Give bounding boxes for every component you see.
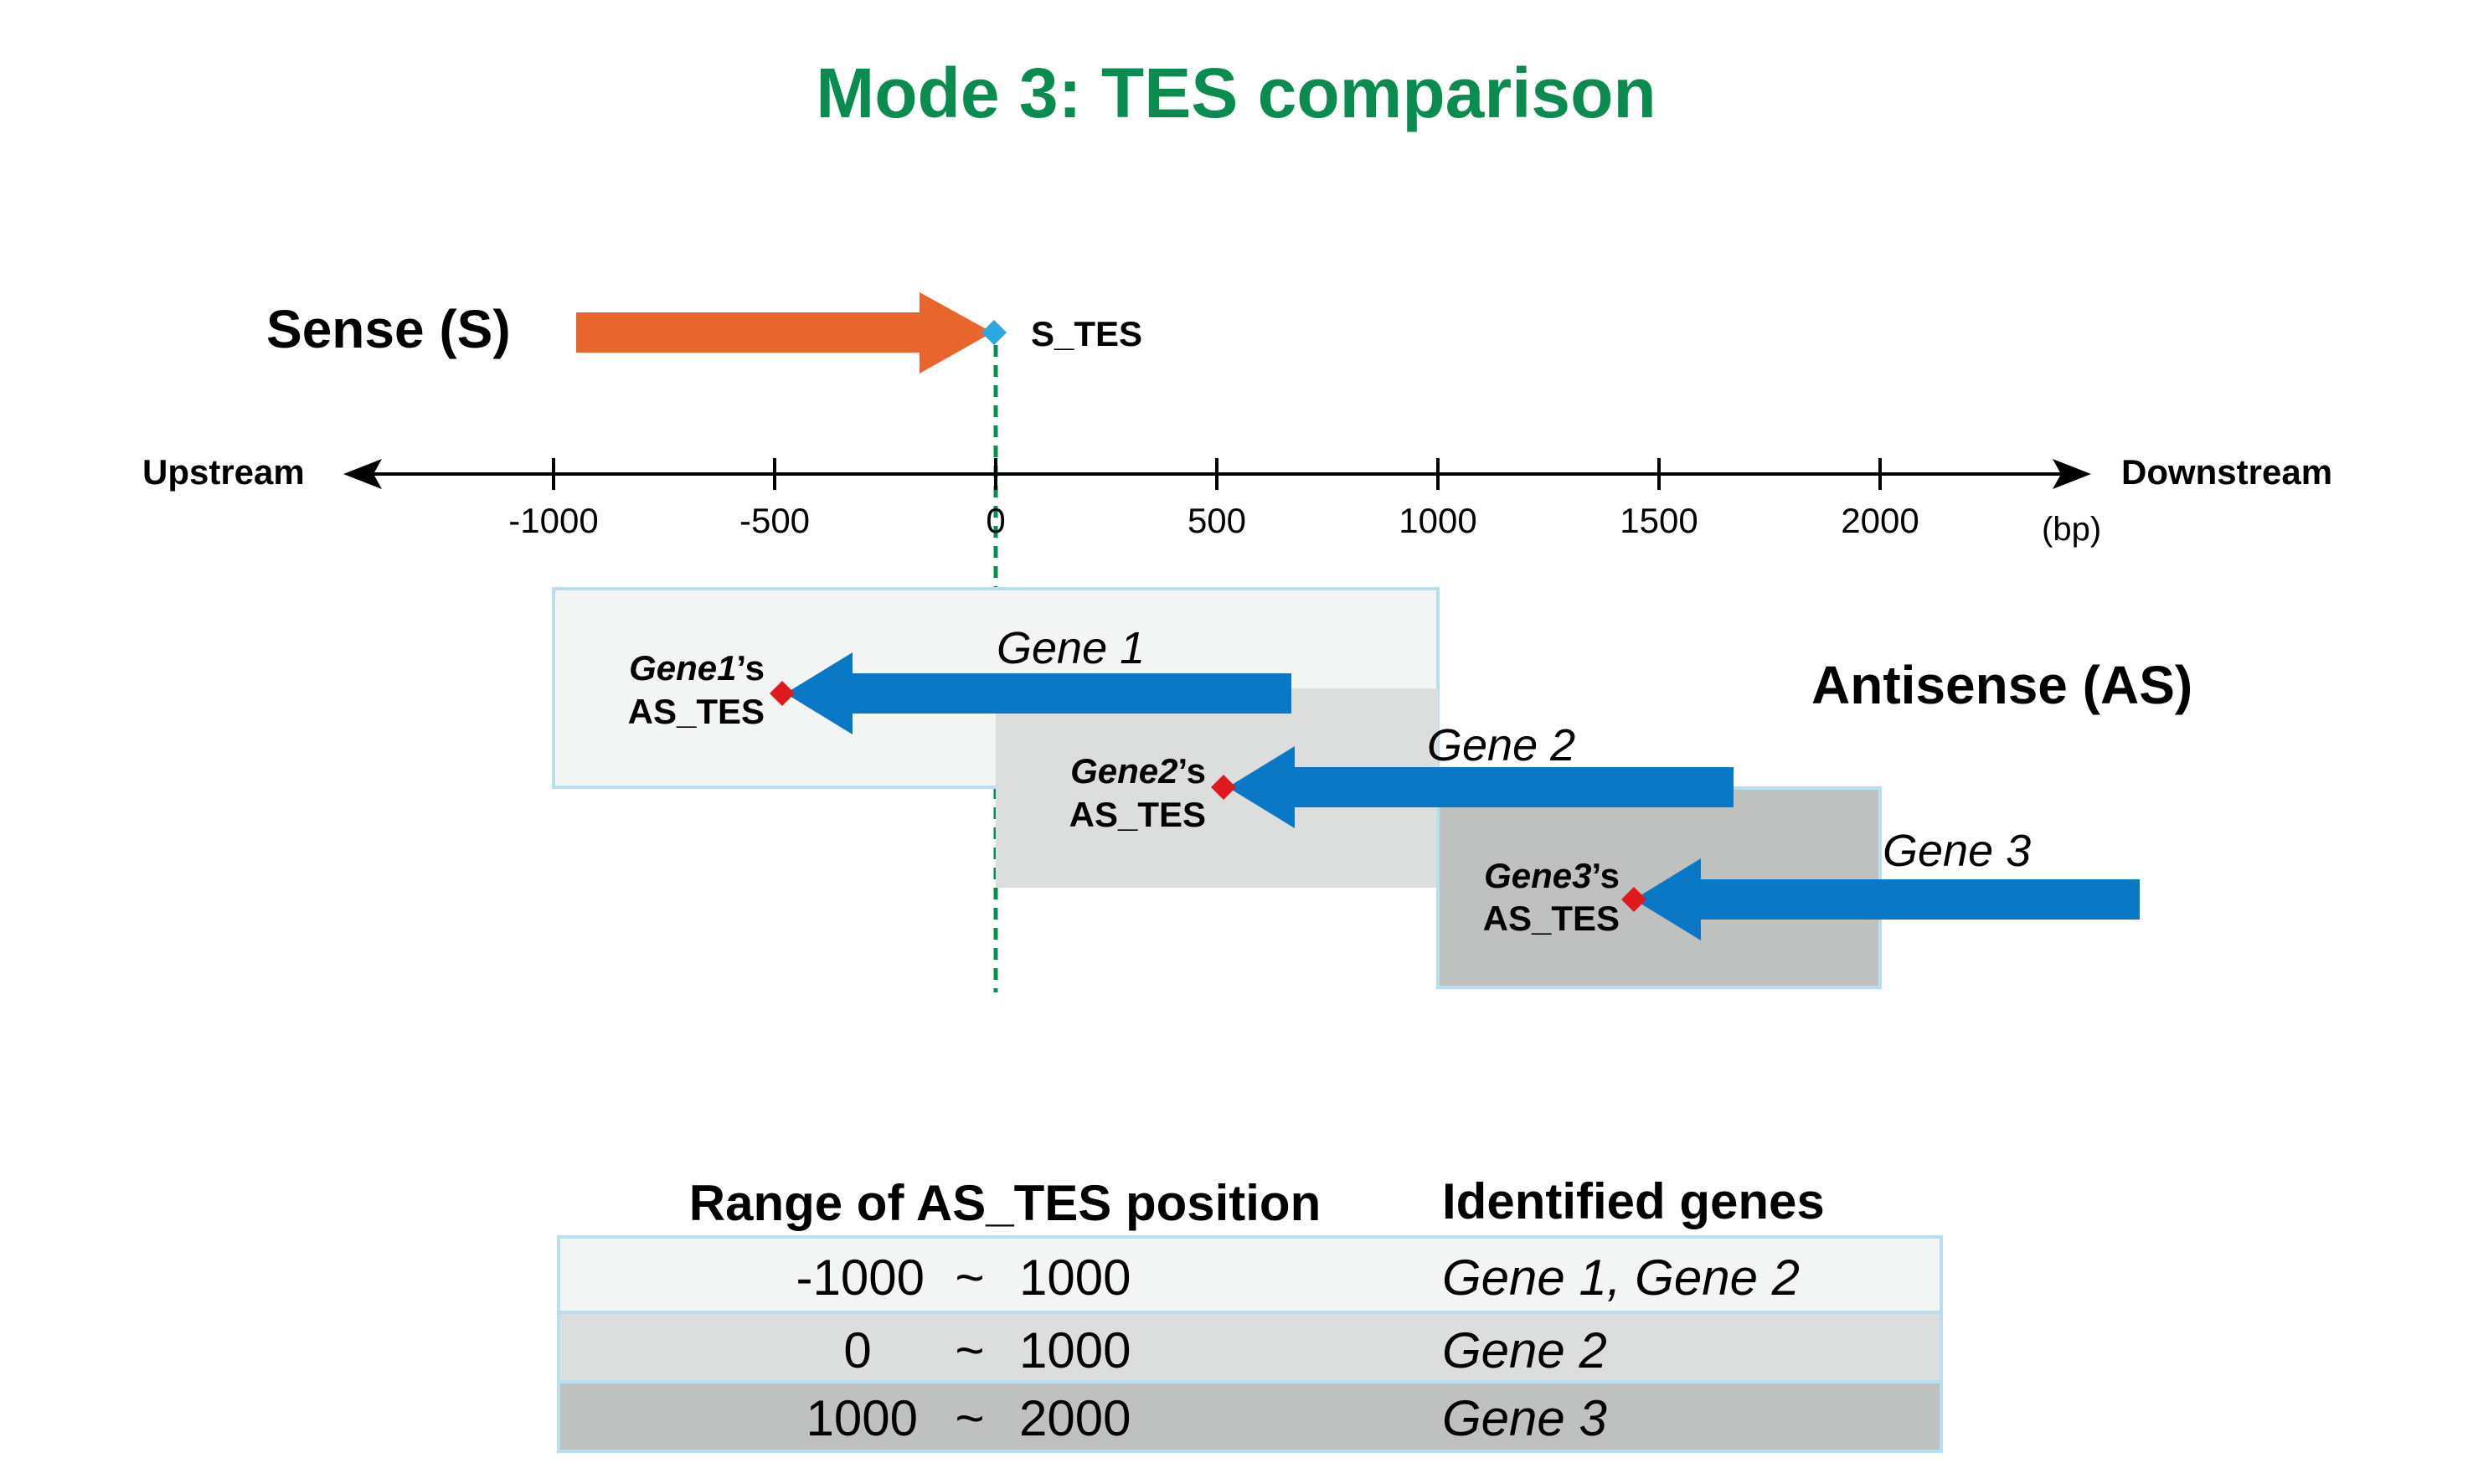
tick-label: 0 bbox=[986, 501, 1005, 540]
axis-tick-labels: -1000 -500 0 500 1000 1500 2000 bbox=[508, 501, 1919, 540]
gene2-as-tes-marker bbox=[1211, 775, 1236, 800]
table-row-2-bg bbox=[559, 1312, 1941, 1382]
row-1-to: 1000 bbox=[1019, 1250, 1131, 1306]
antisense-label: Antisense (AS) bbox=[1811, 655, 2192, 715]
table-row: -1000 ~ 1000 Gene 1, Gene 2 bbox=[796, 1250, 1800, 1306]
gene1-antisense-arrow bbox=[786, 652, 1291, 734]
sense-label: Sense (S) bbox=[266, 299, 511, 359]
row-3-sep: ~ bbox=[955, 1390, 984, 1446]
row-3-from: 1000 bbox=[806, 1390, 918, 1446]
axis-ticks bbox=[552, 458, 1882, 490]
row-3-genes: Gene 3 bbox=[1442, 1390, 1607, 1446]
gene1-name-label: Gene 1 bbox=[997, 623, 1145, 673]
axis-right-arrowhead bbox=[2053, 459, 2091, 489]
gene2-tes-suffix: ’s bbox=[1178, 751, 1206, 791]
row-1-from: -1000 bbox=[796, 1250, 925, 1306]
s-tes-marker bbox=[981, 320, 1007, 345]
gene3-antisense-arrow bbox=[1634, 858, 2140, 940]
gene3-name-label: Gene 3 bbox=[1883, 826, 2031, 876]
gene1-tes-gene: Gene1 bbox=[629, 648, 736, 688]
table-header-genes: Identified genes bbox=[1442, 1173, 1825, 1229]
gene1-as-tes-marker bbox=[770, 681, 795, 706]
table-row: 1000 ~ 2000 Gene 3 bbox=[806, 1390, 1607, 1446]
table-row: 0 ~ 1000 Gene 2 bbox=[843, 1322, 1607, 1378]
results-table: Range of AS_TES position Identified gene… bbox=[557, 1173, 1943, 1453]
row-1-genes: Gene 1, Gene 2 bbox=[1442, 1250, 1800, 1306]
gene1-as-tes-line2: AS_TES bbox=[628, 692, 765, 731]
gene3-tes-gene: Gene3 bbox=[1484, 856, 1591, 895]
row-2-genes: Gene 2 bbox=[1442, 1322, 1607, 1378]
row-2-to: 1000 bbox=[1019, 1322, 1131, 1378]
table-header-range: Range of AS_TES position bbox=[689, 1175, 1321, 1231]
gene3-tes-suffix: ’s bbox=[1592, 856, 1620, 895]
table-row-3-bg bbox=[559, 1382, 1941, 1451]
row-3-to: 2000 bbox=[1019, 1390, 1131, 1446]
gene3-as-tes-label: Gene3’s bbox=[1484, 856, 1620, 895]
upstream-label: Upstream bbox=[142, 452, 305, 492]
gene1-tes-suffix: ’s bbox=[737, 648, 765, 688]
tick-label: 1500 bbox=[1620, 501, 1698, 540]
axis-left-arrowhead bbox=[343, 459, 382, 489]
gene3-as-tes-marker bbox=[1621, 887, 1646, 912]
downstream-label: Downstream bbox=[2121, 452, 2332, 492]
table-row-1-bg bbox=[559, 1237, 1941, 1312]
row-1-sep: ~ bbox=[955, 1250, 984, 1306]
diagram-title: Mode 3: TES comparison bbox=[816, 54, 1656, 132]
gene2-tes-gene: Gene2 bbox=[1070, 751, 1177, 791]
tick-label: 500 bbox=[1188, 501, 1246, 540]
row-2-sep: ~ bbox=[955, 1322, 984, 1378]
table-border bbox=[557, 1235, 1943, 1453]
gene2-name-label: Gene 2 bbox=[1427, 720, 1575, 770]
tick-label: 1000 bbox=[1399, 501, 1476, 540]
gene1-as-tes-label: Gene1’s bbox=[629, 648, 765, 688]
sense-arrow bbox=[576, 292, 992, 374]
tick-label: -500 bbox=[739, 501, 810, 540]
gene2-as-tes-label: Gene2’s bbox=[1070, 751, 1206, 791]
gene2-as-tes-line2: AS_TES bbox=[1069, 795, 1206, 834]
gene2-antisense-arrow bbox=[1228, 746, 1734, 828]
row-2-from: 0 bbox=[843, 1322, 871, 1378]
gene3-as-tes-line2: AS_TES bbox=[1483, 899, 1620, 938]
tick-label: -1000 bbox=[508, 501, 598, 540]
tick-label: 2000 bbox=[1841, 501, 1919, 540]
axis-unit-label: (bp) bbox=[2042, 511, 2101, 548]
s-tes-label: S_TES bbox=[1031, 314, 1142, 353]
